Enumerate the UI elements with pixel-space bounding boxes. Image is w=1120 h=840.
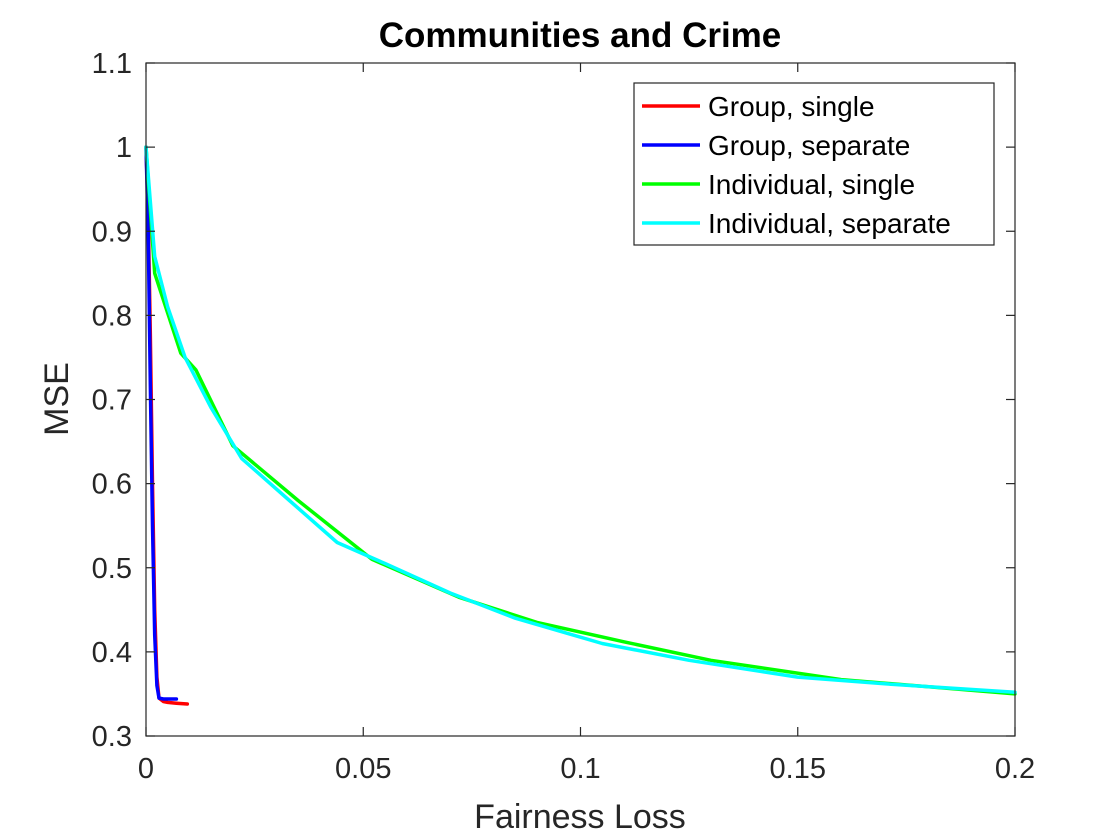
series-layer (144, 145, 1017, 706)
x-tick-label-3: 0.15 (770, 753, 826, 785)
legend-box (633, 82, 995, 246)
legend-label-3: Individual, separate (708, 208, 951, 239)
legend-label-0: Group, single (708, 91, 875, 122)
y-tick-label-0: 0.3 (92, 721, 132, 753)
series-line-1 (144, 145, 179, 701)
x-tick-label-2: 0.1 (560, 753, 600, 785)
y-tick-label-6: 0.9 (92, 216, 132, 248)
chart-title: Communities and Crime (379, 16, 782, 55)
y-tick-label-5: 0.8 (92, 300, 132, 332)
x-tick-label-0: 0 (138, 753, 154, 785)
x-axis-label: Fairness Loss (474, 798, 686, 836)
x-tick-label-1: 0.05 (335, 753, 391, 785)
series-line-3 (144, 145, 1017, 695)
legend-label-2: Individual, single (708, 169, 915, 200)
legend-items: Group, single Group, separate Individual, … (642, 91, 951, 239)
y-tick-label-3: 0.6 (92, 469, 132, 501)
ticks-layer: 0 0.05 0.1 0.15 0.2 0.3 0.4 0.5 0.6 0.7 0.8 0.9 1 1.1 (92, 48, 1035, 785)
legend: Group, single Group, separate Individual, … (633, 82, 995, 246)
y-tick-label-8: 1.1 (92, 48, 132, 80)
y-tick-label-7: 1 (116, 132, 132, 164)
y-tick-label-2: 0.5 (92, 553, 132, 585)
legend-label-1: Group, separate (708, 130, 910, 161)
x-tick-label-4: 0.2 (995, 753, 1035, 785)
y-tick-label-4: 0.7 (92, 385, 132, 417)
y-tick-label-1: 0.4 (92, 637, 132, 669)
y-axis-label: MSE (38, 362, 76, 436)
